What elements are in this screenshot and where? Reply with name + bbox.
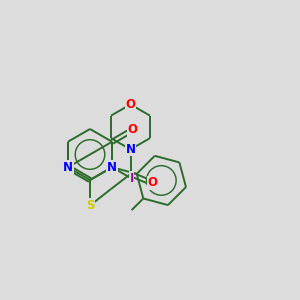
Text: N: N xyxy=(63,161,73,174)
Text: O: O xyxy=(147,176,157,190)
Text: O: O xyxy=(128,123,138,136)
Text: N: N xyxy=(107,161,117,174)
Text: O: O xyxy=(125,98,136,111)
Text: S: S xyxy=(86,199,94,212)
Text: I: I xyxy=(129,172,134,185)
Text: N: N xyxy=(125,143,136,156)
